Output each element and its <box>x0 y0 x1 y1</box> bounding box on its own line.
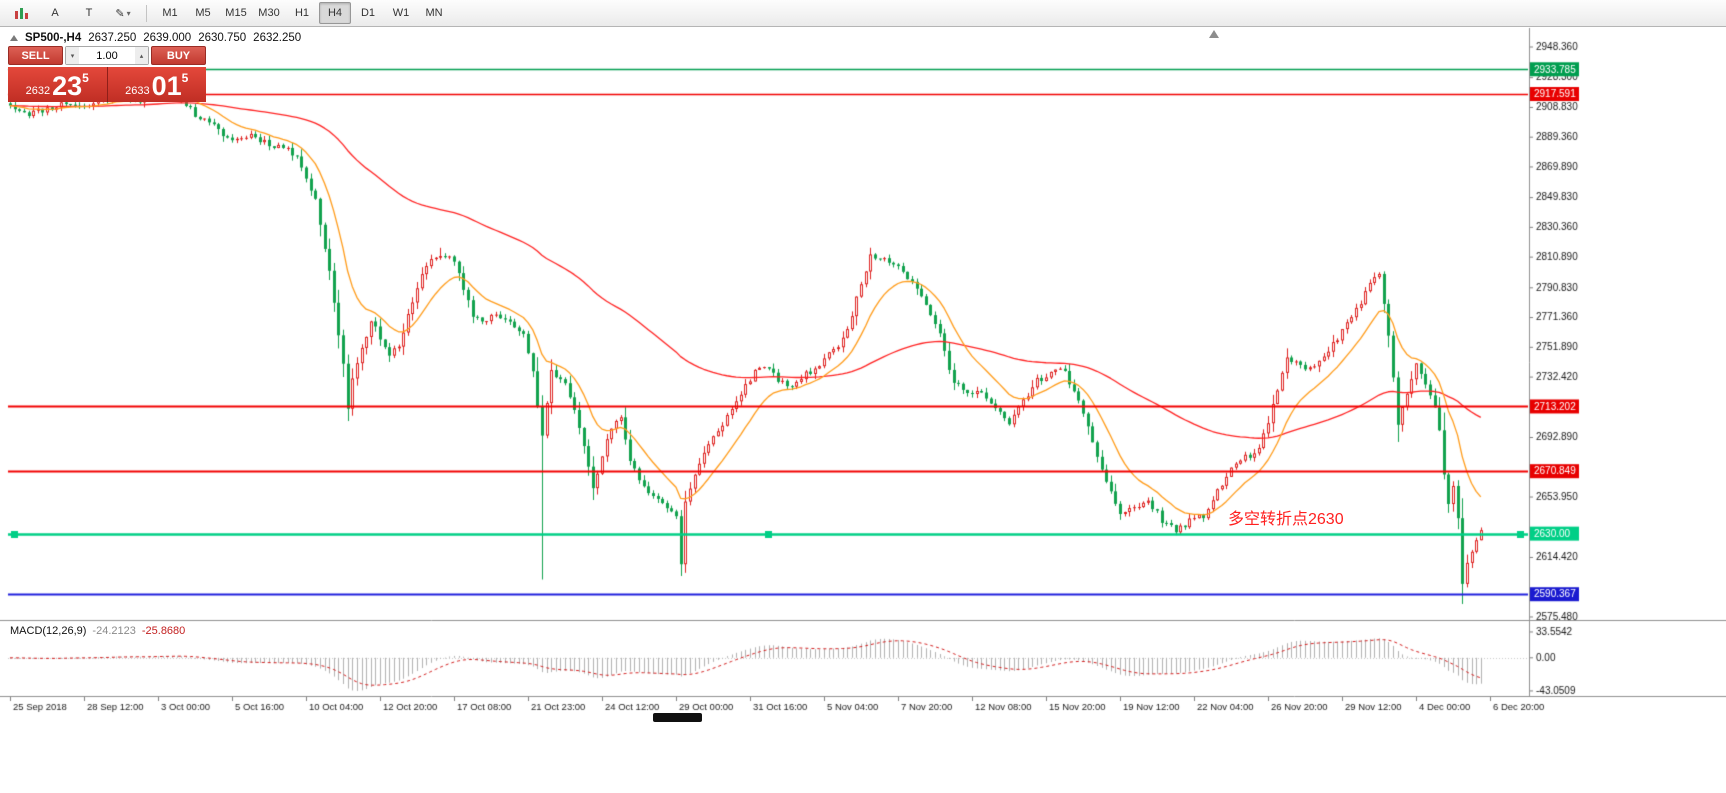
chart-shift-marker[interactable] <box>1209 30 1219 38</box>
volume-decrease-button[interactable]: ▾ <box>66 47 79 64</box>
timeframe-m15-button[interactable]: M15 <box>225 7 247 19</box>
ask-price-prefix: 2633 <box>125 85 150 97</box>
macd-signal-value: -25.8680 <box>141 625 186 637</box>
bid-price-prefix: 2632 <box>25 85 51 97</box>
ohlc-high: 2639.000 <box>143 32 192 44</box>
volume-value[interactable]: 1.00 <box>96 49 118 62</box>
ask-price-big: 01 <box>151 71 182 101</box>
volume-increase-button[interactable]: ▴ <box>135 47 148 64</box>
symbol-label: SP500-,H4 <box>25 32 82 44</box>
timeframe-buttons: M1 M5 M15 M30 H1 H4 D1 W1 MN <box>154 2 450 24</box>
ohlc-open: 2637.250 <box>88 32 137 44</box>
collapse-panel-icon[interactable] <box>10 35 18 41</box>
timeframe-m30-button[interactable]: M30 <box>258 7 280 19</box>
timeframe-m5-button[interactable]: M5 <box>195 7 211 19</box>
ask-price-sup: 5 <box>181 71 189 85</box>
bid-price-big: 23 <box>52 71 83 101</box>
timeframe-mn-button[interactable]: MN <box>425 7 443 19</box>
chart-type-icon[interactable] <box>5 2 37 24</box>
ohlc-low: 2630.750 <box>198 32 247 44</box>
chevron-down-icon: ▾ <box>126 8 131 18</box>
timeframe-h1-button[interactable]: H1 <box>294 7 310 19</box>
macd-header: MACD(12,26,9) -24.2123 -25.8680 <box>10 625 185 637</box>
text-tool-t-button[interactable]: T <box>85 7 93 19</box>
toolbar: A T ✎ ▾ M1 M5 M15 M30 H1 H4 D1 W1 MN <box>0 0 1726 27</box>
bid-price-sup: 5 <box>82 71 89 85</box>
one-click-trade-panel: SELL ▾ 1.00 ▴ BUY 2632 23 5 2633 01 5 <box>8 46 206 102</box>
timeframe-d1-button[interactable]: D1 <box>360 7 376 19</box>
buy-button[interactable]: BUY <box>151 46 206 65</box>
chart-annotation: 多空转折点2630 <box>1228 511 1344 528</box>
timeframe-w1-button[interactable]: W1 <box>392 7 410 19</box>
sell-price-tile[interactable]: 2632 23 5 <box>8 67 107 102</box>
macd-label: MACD(12,26,9) <box>10 625 87 637</box>
buy-price-tile[interactable]: 2633 01 5 <box>106 67 206 102</box>
draw-tool-button[interactable]: ✎ ▾ <box>107 2 139 24</box>
volume-stepper: ▾ 1.00 ▴ <box>65 46 149 65</box>
timeframe-h4-button[interactable]: H4 <box>319 2 351 24</box>
macd-value: -24.2123 <box>92 625 136 637</box>
toolbar-separator <box>146 4 147 22</box>
sell-button[interactable]: SELL <box>8 46 63 65</box>
bottom-artifact <box>653 713 702 722</box>
draw-tool-icon: ✎ <box>115 7 125 20</box>
text-tool-a-button[interactable]: A <box>51 7 59 19</box>
timeframe-m1-button[interactable]: M1 <box>162 7 178 19</box>
ohlc-close: 2632.250 <box>253 32 302 44</box>
chart-header: SP500-,H4 2637.250 2639.000 2630.750 263… <box>10 32 301 44</box>
candlestick-chart-icon <box>14 7 28 19</box>
